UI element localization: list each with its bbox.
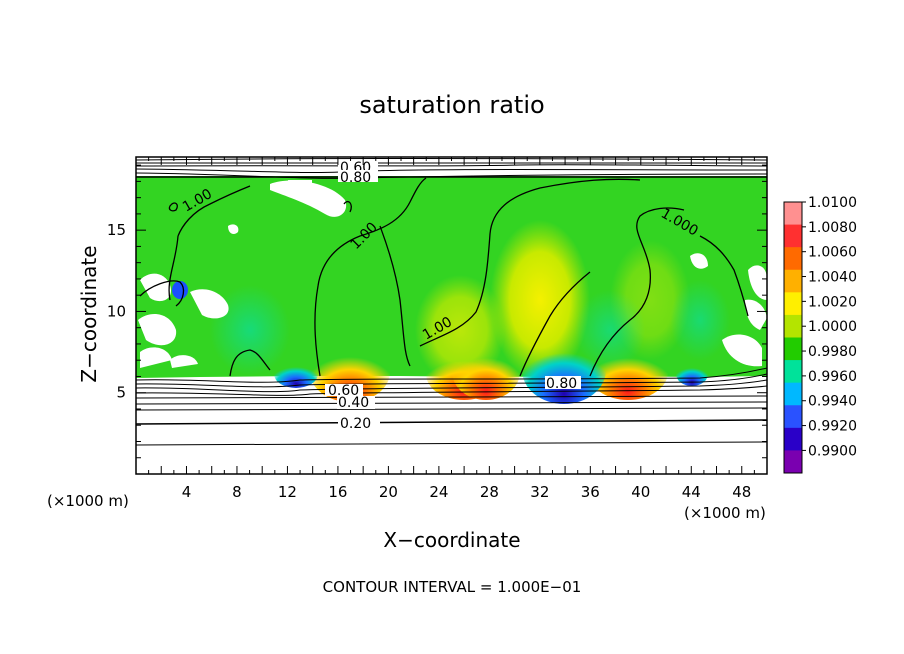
x-tick-label: 12 <box>278 483 297 501</box>
colorbar-label: 0.9920 <box>808 419 857 435</box>
x-tick-label: 48 <box>732 483 751 501</box>
colorbar-label: 1.0020 <box>808 294 857 310</box>
colorbar-label: 1.0080 <box>808 220 857 236</box>
colorbar-label: 1.0040 <box>808 270 857 286</box>
contour-label: 0.20 <box>340 416 371 432</box>
colorbar-label: 1.0100 <box>808 195 857 211</box>
contour-label: 0.40 <box>338 395 369 411</box>
colorbar-frame <box>783 201 803 474</box>
x-tick-label: 32 <box>530 483 549 501</box>
x-tick-label: 16 <box>328 483 347 501</box>
y-axis: 5 10 15 <box>107 164 767 459</box>
colorbar-label: 0.9960 <box>808 369 857 385</box>
colorbar-swatch <box>784 202 802 226</box>
colorbar-label: 0.9940 <box>808 394 857 410</box>
x-tick-label: 20 <box>379 483 398 501</box>
colorbar-label: 1.0000 <box>808 319 857 335</box>
x-unit-label: (×1000 m) <box>47 492 129 510</box>
colorbar-swatch <box>784 224 802 248</box>
colorbar-swatch <box>784 292 802 316</box>
colorbar-swatch <box>784 247 802 271</box>
contour-label: 0.80 <box>340 170 371 186</box>
chart-title: saturation ratio <box>359 91 544 119</box>
colorbar-label: 0.9900 <box>808 443 857 459</box>
colorbar-swatch <box>784 360 802 384</box>
colorbar: 1.0100 1.0080 1.0060 1.0040 1.0020 1.0000 0.99… <box>783 195 857 474</box>
y-axis-label: Z−coordinate <box>77 245 101 382</box>
colorbar-label: 1.0060 <box>808 245 857 261</box>
contour-label: 0.60 <box>328 383 359 399</box>
x-tick-label: 4 <box>182 483 192 501</box>
contour-interval: CONTOUR INTERVAL = 1.000E−01 <box>323 578 582 596</box>
colorbar-swatch <box>784 337 802 361</box>
colorbar-swatch <box>784 405 802 429</box>
colorbar-swatch <box>784 382 802 406</box>
x-tick-label: 8 <box>232 483 242 501</box>
x-tick-label: 28 <box>480 483 499 501</box>
x-axis: 4 8 12 16 20 24 28 32 36 40 44 48 <box>148 157 755 501</box>
colorbar-swatch <box>784 314 802 338</box>
colorbar-swatch <box>784 450 802 474</box>
colorbar-swatch <box>784 269 802 293</box>
colorbar-label: 0.9980 <box>808 344 857 360</box>
colorbar-swatch <box>784 427 802 451</box>
mid-contours <box>139 177 749 377</box>
y-unit-label: (×1000 m) <box>684 504 766 522</box>
y-tick-label: 10 <box>107 302 126 320</box>
y-tick-label: 15 <box>107 221 126 239</box>
x-tick-label: 40 <box>631 483 650 501</box>
contour-label: 0.80 <box>546 376 577 392</box>
x-axis-label: X−coordinate <box>383 528 520 552</box>
x-tick-label: 36 <box>581 483 600 501</box>
x-tick-label: 24 <box>429 483 448 501</box>
lower-contours <box>136 367 767 446</box>
y-tick-label: 5 <box>116 384 126 402</box>
plot-area: 0.60 0.80 1.00 1.00 1.000 1.00 0.80 0.60… <box>136 157 767 474</box>
field-blue-spot <box>522 336 606 404</box>
x-tick-label: 44 <box>682 483 701 501</box>
